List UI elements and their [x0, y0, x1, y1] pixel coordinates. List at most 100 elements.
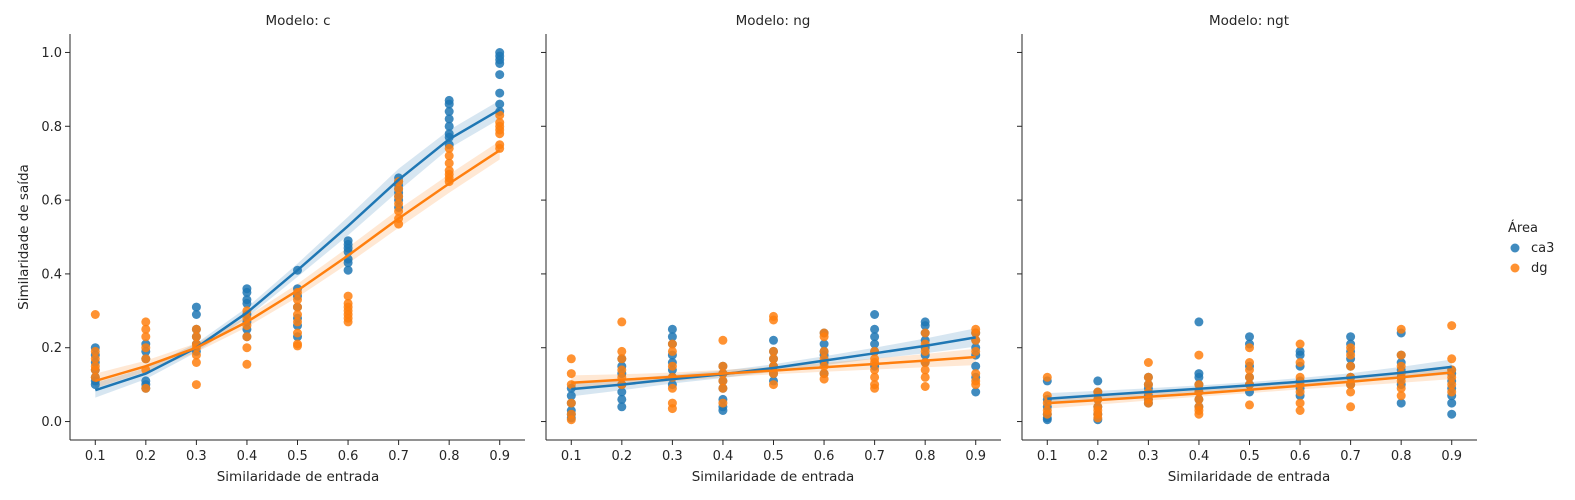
- data-point-dg: [1447, 372, 1457, 382]
- fit-line-ca3: [1047, 365, 1452, 400]
- data-point-dg: [394, 184, 404, 194]
- data-point-dg: [1346, 402, 1356, 412]
- x-tick-label: 0.2: [611, 449, 632, 464]
- data-point-dg: [293, 302, 302, 312]
- x-tick-label: 0.1: [1037, 449, 1058, 464]
- data-point-dg: [1245, 365, 1254, 375]
- data-point-ca3: [1194, 372, 1204, 382]
- x-tick-label: 0.2: [1087, 449, 1108, 464]
- data-point-dg: [293, 317, 302, 327]
- data-point-ca3: [1093, 376, 1103, 386]
- x-axis-label-ngt: Similaridade de entrada: [1168, 469, 1331, 485]
- data-point-dg: [444, 151, 454, 161]
- data-point-dg: [394, 191, 404, 201]
- data-point-dg: [191, 380, 201, 390]
- data-point-dg: [1346, 350, 1356, 360]
- x-tick-label: 0.6: [1290, 449, 1311, 464]
- data-point-dg: [191, 350, 201, 360]
- data-point-dg: [819, 346, 829, 356]
- panel-ng: Modelo: ng 0.1 0.2 0.3 0.4 0.5 0.6 0.7 0.8 0.9 S…: [541, 13, 1001, 485]
- x-axis-label-c: Similaridade de entrada: [217, 469, 380, 485]
- data-point-dg: [971, 380, 981, 390]
- data-point-ca3: [191, 302, 201, 312]
- data-point-ca3: [870, 324, 880, 334]
- data-point-dg: [293, 328, 302, 338]
- data-point-dg: [1143, 398, 1153, 408]
- y-tick-label: 0.6: [41, 194, 62, 209]
- fit-line-dg: [571, 355, 976, 385]
- x-tick-label: 0.1: [85, 449, 106, 464]
- data-point-dg: [495, 110, 505, 120]
- data-point-dg: [1396, 383, 1406, 393]
- data-point-dg: [617, 354, 627, 364]
- data-point-dg: [141, 383, 151, 393]
- x-tick-label: 0.7: [864, 449, 885, 464]
- data-point-ca3: [718, 406, 728, 415]
- data-point-dg: [870, 365, 880, 375]
- data-point-ca3: [870, 310, 880, 319]
- data-point-dg: [667, 346, 677, 356]
- data-point-dg: [90, 365, 100, 375]
- x-tick-label: 0.6: [338, 449, 359, 464]
- data-point-dg: [920, 382, 930, 391]
- x-tick-label: 0.8: [915, 449, 936, 464]
- data-point-dg: [566, 369, 576, 379]
- x-tick-label: 0.4: [237, 449, 258, 464]
- data-point-ca3: [191, 310, 201, 319]
- data-point-dg: [617, 365, 627, 375]
- data-point-dg: [343, 291, 353, 301]
- data-point-ca3: [343, 258, 353, 268]
- data-point-dg: [90, 346, 100, 356]
- data-point-dg: [769, 346, 778, 356]
- data-point-dg: [566, 398, 576, 408]
- data-point-ca3: [617, 394, 627, 404]
- x-tick-label: 0.9: [965, 449, 986, 464]
- data-point-dg: [971, 369, 981, 379]
- y-tick-label: 0.4: [41, 267, 62, 282]
- x-tick-label: 0.9: [1441, 449, 1462, 464]
- data-point-ca3: [444, 107, 454, 116]
- data-point-dg: [90, 354, 100, 364]
- data-point-ca3: [1346, 332, 1356, 342]
- y-tick-label: 0.0: [41, 415, 62, 430]
- data-point-dg: [617, 346, 627, 356]
- legend-label-ca3: ca3: [1531, 241, 1554, 256]
- data-point-dg: [1295, 387, 1305, 397]
- data-point-dg: [242, 332, 252, 342]
- data-point-dg: [141, 332, 151, 342]
- data-point-ca3: [617, 387, 627, 397]
- data-point-dg: [1346, 387, 1356, 397]
- data-point-dg: [718, 376, 728, 386]
- panel-title-ng: Modelo: ng: [736, 13, 811, 29]
- x-tick-label: 0.7: [1340, 449, 1361, 464]
- ci-band-dg: [95, 141, 500, 389]
- data-point-dg: [1447, 321, 1457, 331]
- data-point-ca3: [1194, 317, 1204, 327]
- data-point-dg: [870, 383, 880, 393]
- data-point-ca3: [870, 339, 880, 349]
- data-point-dg: [1245, 358, 1254, 367]
- legend-label-dg: dg: [1531, 261, 1548, 276]
- data-point-ca3: [1396, 398, 1406, 408]
- data-point-dg: [819, 374, 829, 384]
- data-point-dg: [617, 317, 627, 327]
- data-point-ca3: [667, 332, 677, 342]
- data-point-dg: [1295, 398, 1305, 408]
- data-point-ca3: [444, 121, 454, 131]
- data-point-dg: [141, 343, 151, 353]
- data-point-ca3: [1245, 332, 1254, 342]
- fit-line-ca3: [571, 336, 976, 391]
- data-point-dg: [718, 398, 728, 408]
- data-point-dg: [566, 354, 576, 364]
- data-point-dg: [1093, 413, 1103, 423]
- data-point-dg: [141, 354, 151, 364]
- data-point-dg: [718, 383, 728, 393]
- data-point-dg: [141, 324, 151, 334]
- data-point-dg: [1245, 343, 1254, 353]
- data-point-dg: [191, 324, 201, 334]
- legend-marker-ca3: [1510, 243, 1520, 253]
- data-point-dg: [971, 346, 981, 356]
- data-point-ca3: [617, 402, 627, 412]
- x-tick-label: 0.8: [439, 449, 460, 464]
